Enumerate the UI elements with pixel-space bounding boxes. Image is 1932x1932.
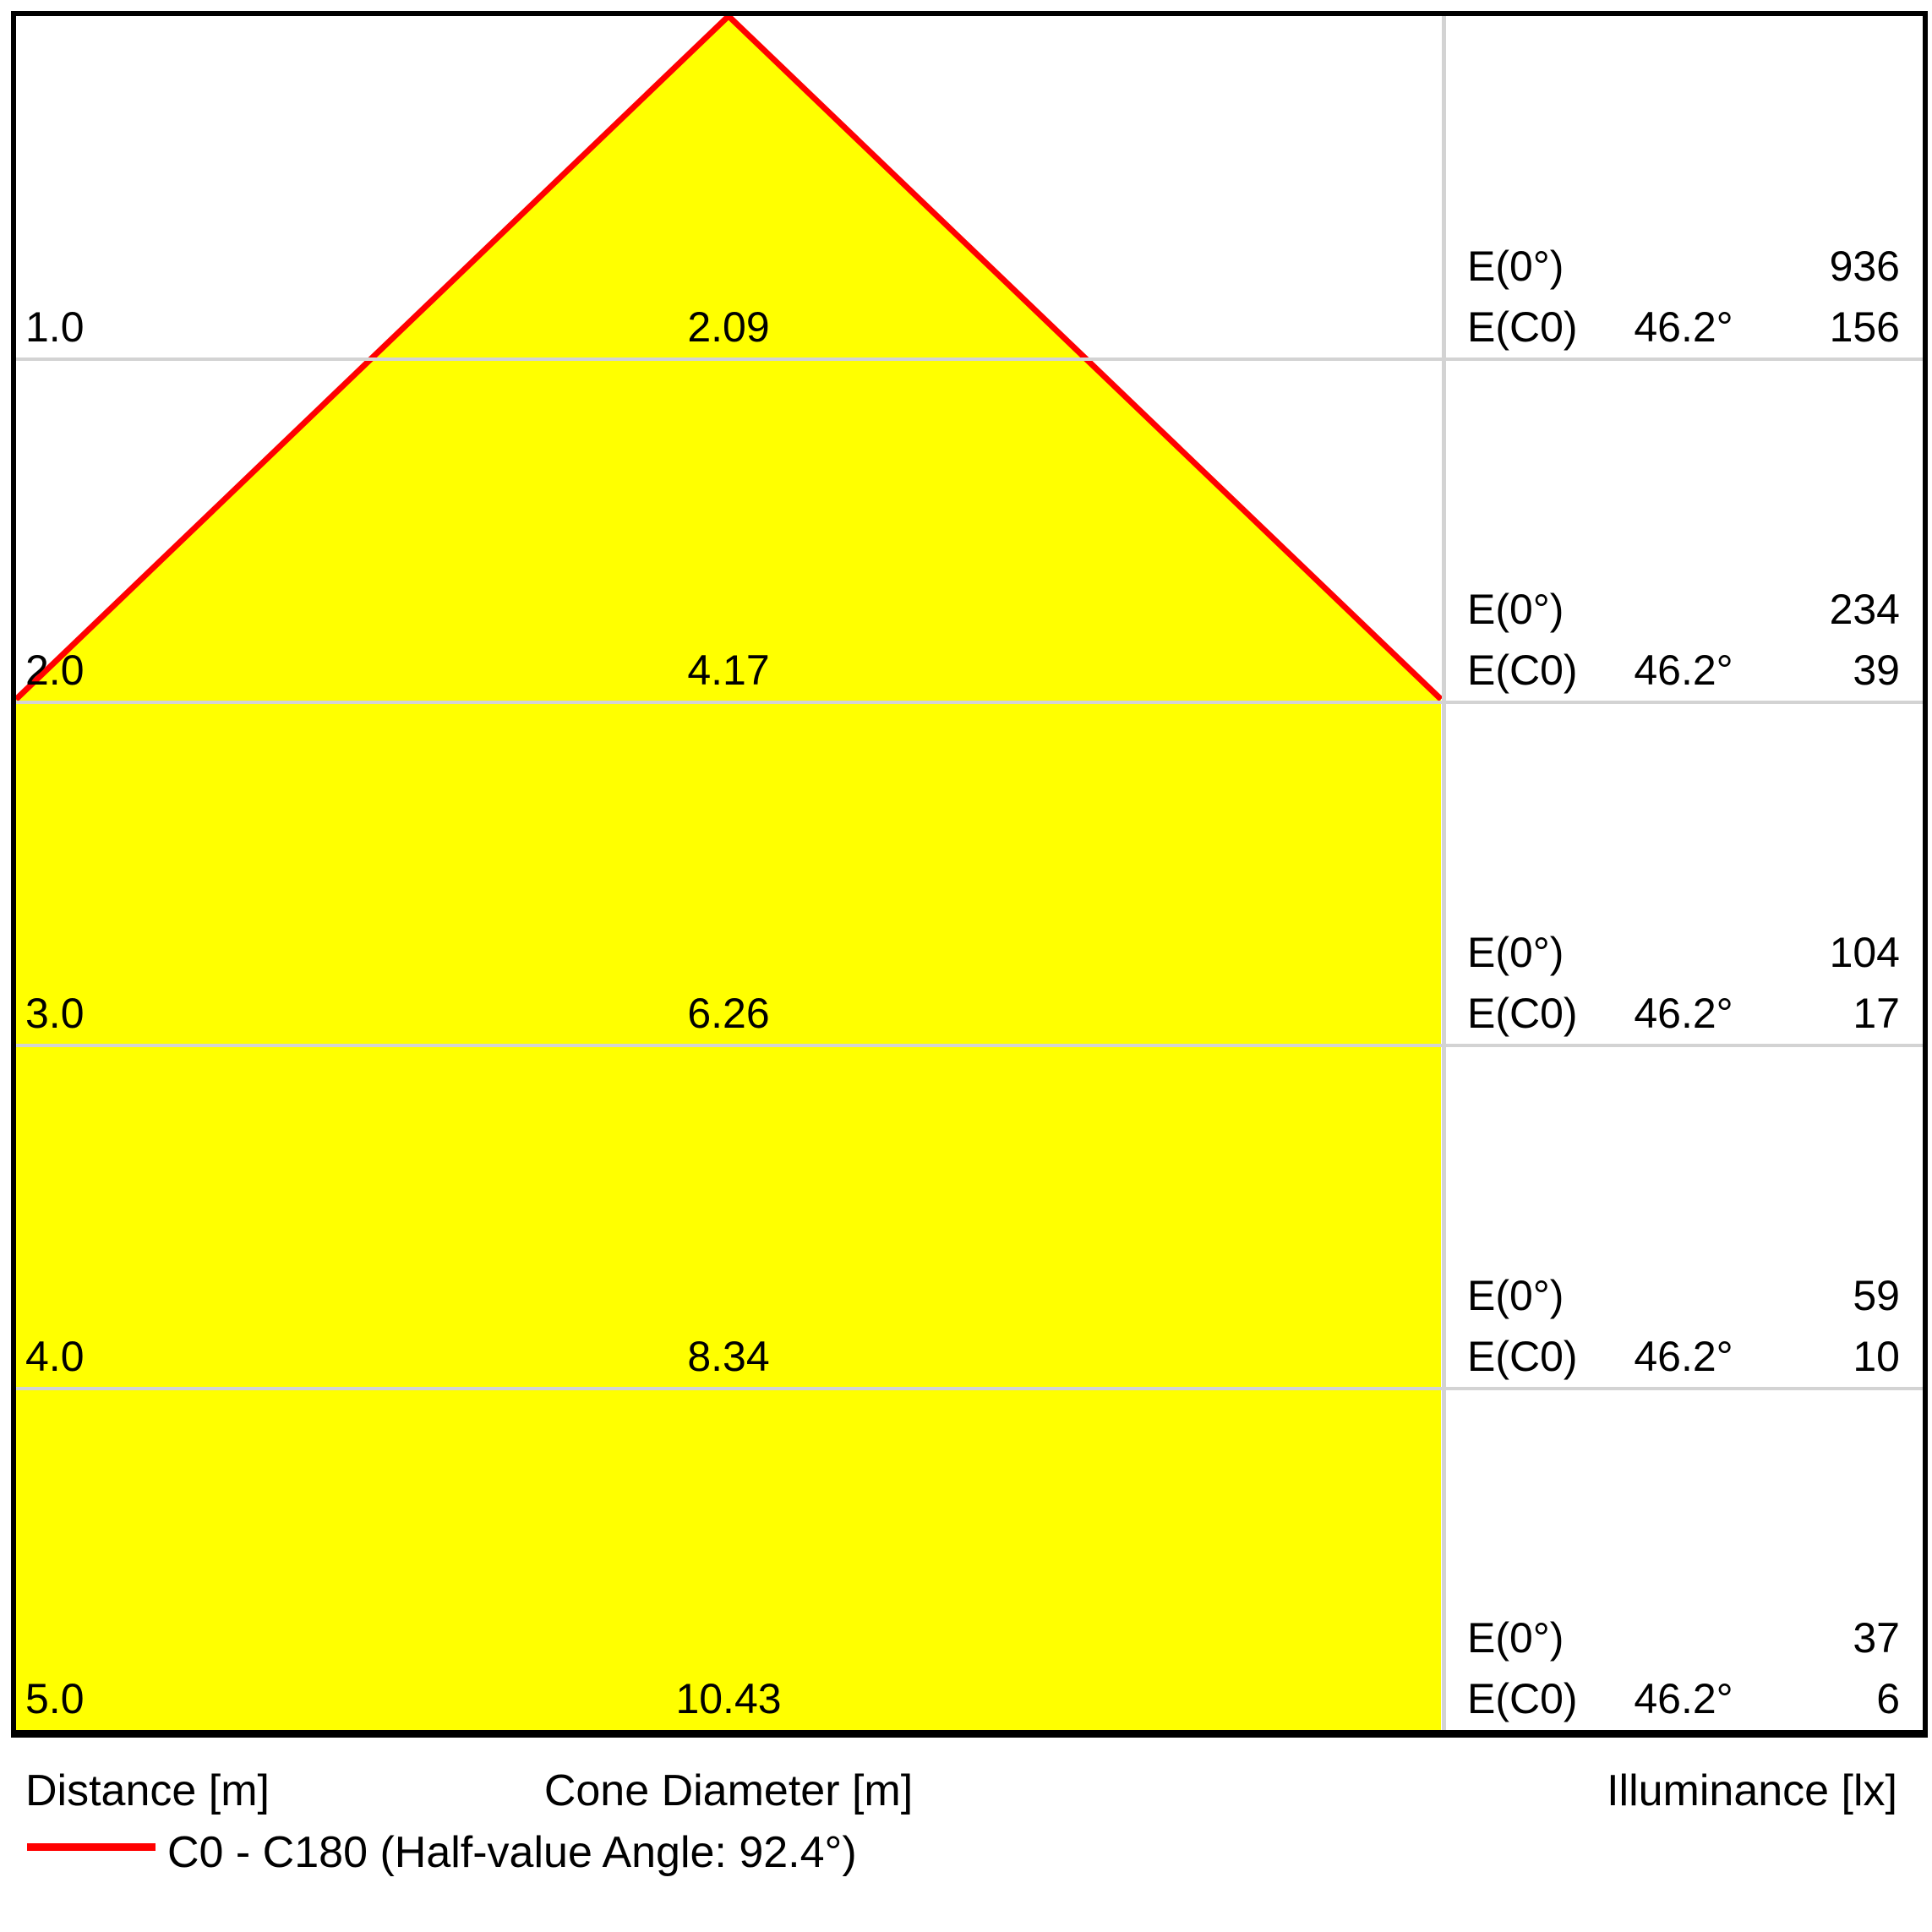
cone-diameter-label: 10.43 xyxy=(675,1675,782,1722)
axis-label-illuminance: Illuminance [lx] xyxy=(1607,1766,1897,1815)
distance-label: 3.0 xyxy=(25,990,85,1037)
ec0-value: 10 xyxy=(1853,1333,1900,1380)
e0-label: E(0°) xyxy=(1467,1614,1564,1662)
ec0-angle: 46.2° xyxy=(1634,990,1733,1037)
distance-label: 2.0 xyxy=(25,647,85,694)
ec0-angle: 46.2° xyxy=(1634,1333,1733,1380)
e0-value: 59 xyxy=(1853,1272,1900,1319)
distance-label: 1.0 xyxy=(25,303,85,351)
ec0-value: 17 xyxy=(1853,990,1900,1037)
ec0-angle: 46.2° xyxy=(1634,303,1733,351)
cone-fill-area xyxy=(16,16,1441,1731)
cone-edge-lines xyxy=(14,12,1444,701)
legend-line-swatch xyxy=(27,1843,156,1851)
gridline-1m xyxy=(16,357,1923,361)
ec0-label: E(C0) xyxy=(1467,647,1578,694)
cone-diameter-label: 6.26 xyxy=(687,990,770,1037)
e0-label: E(0°) xyxy=(1467,243,1564,290)
gridline-3m xyxy=(16,1044,1923,1047)
column-divider xyxy=(1442,16,1446,1731)
ec0-label: E(C0) xyxy=(1467,303,1578,351)
legend-label: C0 - C180 (Half-value Angle: 92.4°) xyxy=(167,1828,857,1877)
e0-value: 936 xyxy=(1829,243,1900,290)
gridline-2m xyxy=(16,701,1923,704)
ec0-label: E(C0) xyxy=(1467,990,1578,1037)
cone-diameter-label: 2.09 xyxy=(687,303,770,351)
ec0-label: E(C0) xyxy=(1467,1333,1578,1380)
e0-label: E(0°) xyxy=(1467,586,1564,633)
e0-label: E(0°) xyxy=(1467,1272,1564,1319)
ec0-label: E(C0) xyxy=(1467,1675,1578,1722)
e0-value: 234 xyxy=(1829,586,1900,633)
x-axis-label-diameter: Cone Diameter [m] xyxy=(543,1766,914,1815)
ec0-value: 6 xyxy=(1876,1675,1900,1722)
x-axis-label-distance: Distance [m] xyxy=(25,1766,270,1815)
cone-diameter-label: 4.17 xyxy=(687,647,770,694)
distance-label: 5.0 xyxy=(25,1675,85,1722)
gridline-4m xyxy=(16,1387,1923,1390)
ec0-value: 39 xyxy=(1853,647,1900,694)
e0-label: E(0°) xyxy=(1467,929,1564,976)
cone-diameter-label: 8.34 xyxy=(687,1333,770,1380)
ec0-angle: 46.2° xyxy=(1634,647,1733,694)
ec0-angle: 46.2° xyxy=(1634,1675,1733,1722)
distance-label: 4.0 xyxy=(25,1333,85,1380)
e0-value: 37 xyxy=(1853,1614,1900,1662)
e0-value: 104 xyxy=(1829,929,1900,976)
ec0-value: 156 xyxy=(1829,303,1900,351)
